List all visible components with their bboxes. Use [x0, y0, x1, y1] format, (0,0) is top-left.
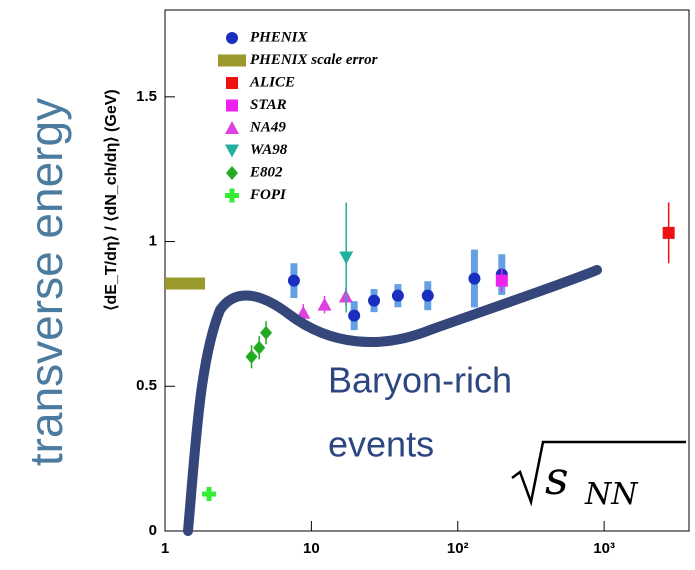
- legend-marker: [225, 144, 239, 158]
- legend-label: E802: [249, 164, 283, 180]
- y-axis-label: ⟨dE_T/dη⟩ / ⟨dN_ch/dη⟩ (GeV): [103, 89, 120, 310]
- point: [391, 289, 404, 302]
- point: [495, 274, 508, 287]
- legend-marker: [226, 99, 238, 112]
- legend-label: NA49: [249, 119, 286, 135]
- plot-marks: [165, 32, 675, 501]
- legend-marker: [218, 54, 246, 67]
- y-tick-label: 0: [149, 522, 157, 539]
- plot-frame: [164, 9, 690, 532]
- point: [368, 294, 381, 307]
- x-tick-label: 1: [161, 540, 169, 557]
- legend-label: FOPI: [249, 187, 287, 203]
- curve-label: events: [328, 424, 434, 465]
- energy-subscript: NN: [584, 477, 639, 512]
- point: [296, 305, 311, 319]
- legend-label: WA98: [250, 142, 288, 158]
- x-tick-label: 10: [303, 540, 320, 557]
- point: [348, 309, 361, 322]
- point: [260, 325, 273, 340]
- legend-marker: [226, 166, 238, 180]
- legend-label: PHENIX: [250, 29, 309, 45]
- legend-label: PHENIX scale error: [250, 52, 378, 68]
- legend-label: STAR: [250, 97, 287, 113]
- radical-sign: [511, 440, 686, 507]
- legend-label: ALICE: [249, 74, 295, 90]
- point: [287, 274, 300, 287]
- y-tick-label: 1: [149, 233, 157, 250]
- point: [253, 340, 266, 355]
- x-tick-label: 10³: [593, 540, 615, 557]
- legend-marker: [225, 188, 239, 203]
- legend-marker: [226, 77, 238, 89]
- curve-label: Baryon-rich: [328, 360, 512, 401]
- side-label: transverse energy: [20, 98, 72, 466]
- energy-label: s: [545, 451, 569, 505]
- point: [202, 486, 217, 501]
- point: [245, 349, 258, 364]
- trend-curve: [183, 265, 602, 536]
- legend-marker: [225, 121, 239, 134]
- y-tick-label: 1.5: [136, 88, 157, 105]
- legend-marker: [226, 32, 238, 44]
- point: [421, 289, 434, 302]
- point: [468, 272, 481, 285]
- y-tick-label: 0.5: [136, 377, 157, 394]
- point: [317, 297, 332, 311]
- point: [662, 226, 675, 239]
- x-tick-label: 10²: [447, 540, 469, 557]
- point: [165, 277, 206, 290]
- point: [339, 251, 354, 265]
